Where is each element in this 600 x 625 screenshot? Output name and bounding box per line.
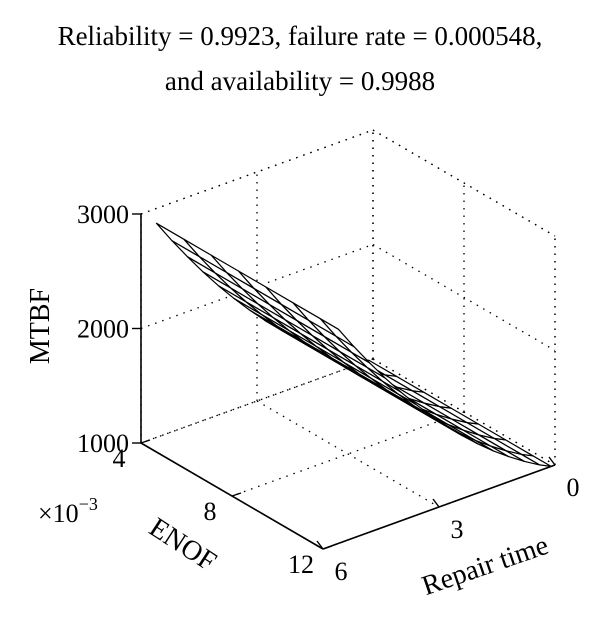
- y-axis-exponent-power: −3: [79, 494, 98, 514]
- z-tick-label: 3000: [77, 200, 129, 229]
- surface-cell: [155, 222, 200, 258]
- x-axis-title: Repair time: [418, 530, 552, 602]
- z-axis-title: MTBF: [25, 288, 56, 364]
- x-tick-label: 0: [567, 473, 580, 502]
- surface-mesh: [155, 222, 552, 467]
- y-tick-label: 4: [113, 444, 126, 473]
- y-tick-mark: [322, 545, 333, 550]
- y-tick-label: 12: [288, 550, 314, 579]
- z-tick-label: 1000: [77, 429, 129, 458]
- x-tick-mark: [548, 456, 556, 466]
- y-axis-exponent-base: ×10: [38, 499, 79, 528]
- y-tick-mark: [140, 439, 151, 444]
- grid-line-x-floor: [256, 400, 440, 508]
- x-tick-label: 6: [335, 557, 348, 586]
- x-tick-label: 3: [451, 515, 464, 544]
- grid-line-z-side: [372, 243, 556, 352]
- axis-ticks: 1000 2000 3000 4 8 12 0 3 6: [77, 200, 580, 586]
- x-tick-mark: [316, 540, 324, 550]
- chart-title-line-1: Reliability = 0.9923, failure rate = 0.0…: [57, 21, 543, 51]
- z-tick-label: 2000: [77, 315, 129, 344]
- y-tick-label: 8: [204, 497, 217, 526]
- y-axis-exponent-label: ×10−3: [38, 494, 98, 528]
- chart-title-line-2: and availability = 0.9988: [164, 66, 436, 96]
- box-edge-side-top: [372, 129, 556, 237]
- y-tick-mark: [231, 492, 242, 497]
- x-tick-mark: [432, 498, 440, 508]
